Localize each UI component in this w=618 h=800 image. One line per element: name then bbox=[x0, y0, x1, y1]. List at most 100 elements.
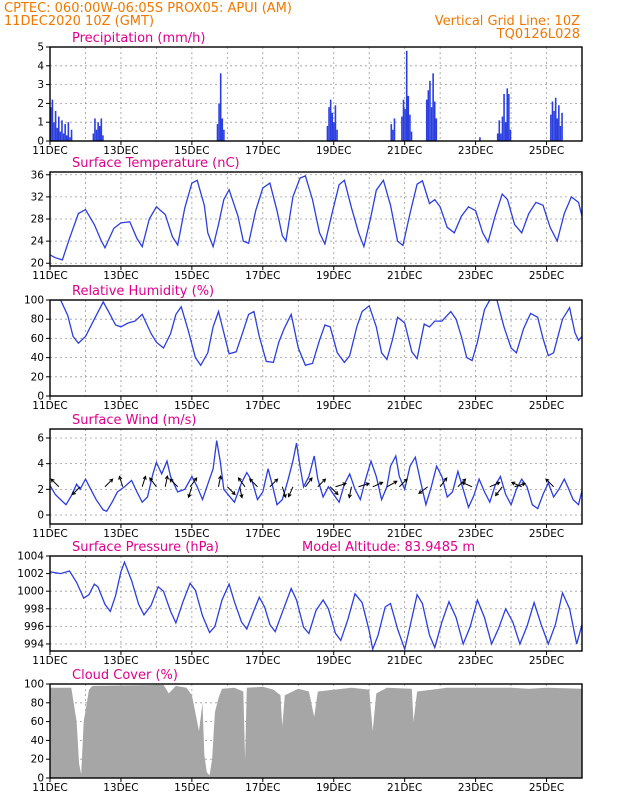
wind-vector bbox=[494, 486, 503, 497]
precip-bar bbox=[410, 131, 413, 141]
precip-bar bbox=[223, 129, 225, 141]
y-tick-label: 40 bbox=[31, 735, 44, 747]
precip-bar bbox=[504, 122, 507, 141]
panel-3: 0 2 4 6 11DEC 13DEC 15DEC 17DEC 19DEC 21DEC 23DEC 2… bbox=[32, 413, 583, 540]
y-tick-label: 4 bbox=[37, 60, 44, 72]
x-tick-label: 19DEC bbox=[316, 145, 351, 157]
wind-vector bbox=[187, 486, 193, 499]
y-tick-label: 100 bbox=[24, 679, 44, 691]
x-tick-label: 11DEC bbox=[32, 270, 67, 282]
y-tick-label: 80 bbox=[31, 697, 44, 709]
wind-vector bbox=[249, 478, 258, 488]
precip-bar bbox=[219, 73, 222, 141]
x-tick-label: 11DEC bbox=[32, 655, 67, 667]
wind-vector bbox=[281, 486, 287, 499]
x-tick-label: 23DEC bbox=[458, 655, 493, 667]
wind-vector bbox=[418, 486, 429, 494]
y-tick-label: 80 bbox=[31, 314, 44, 326]
precip-bar bbox=[430, 107, 433, 141]
plot-frame bbox=[49, 683, 583, 779]
header-grid-line-note: Vertical Grid Line: 10Z bbox=[435, 14, 580, 29]
header-station: CPTEC: 060:00W-06:05S PROX05: APUI (AM) bbox=[4, 1, 292, 16]
precip-bar bbox=[50, 107, 52, 141]
wind-vector bbox=[514, 482, 527, 488]
panel-title: Surface Temperature (nC) bbox=[72, 156, 240, 171]
x-tick-label: 19DEC bbox=[316, 400, 351, 412]
x-tick-label: 17DEC bbox=[245, 782, 280, 794]
wind-vector bbox=[358, 482, 371, 488]
precip-bar bbox=[404, 109, 406, 141]
x-tick-label: 11DEC bbox=[32, 145, 67, 157]
precip-bar bbox=[401, 116, 403, 141]
x-tick-label: 17DEC bbox=[245, 400, 280, 412]
x-tick-label: 15DEC bbox=[174, 400, 209, 412]
header-init-time: 11DEC2020 10Z (GMT) bbox=[4, 14, 154, 29]
precip-bar bbox=[67, 122, 70, 141]
precip-bar bbox=[559, 125, 562, 141]
panel-4: 994 996 998 1000 1002 1004 11DEC 13DEC 15DEC 17DE… bbox=[17, 540, 583, 667]
x-tick-label: 25DEC bbox=[529, 270, 564, 282]
precip-bar bbox=[100, 118, 103, 141]
x-tick-label: 21DEC bbox=[387, 655, 422, 667]
y-tick-label: 2 bbox=[37, 98, 44, 110]
precip-bar bbox=[61, 120, 63, 141]
precip-bar bbox=[62, 133, 65, 141]
y-tick-label: 20 bbox=[31, 371, 44, 383]
wind-vector bbox=[329, 486, 339, 496]
precip-bar bbox=[405, 50, 408, 142]
x-tick-label: 25DEC bbox=[529, 782, 564, 794]
plot-frame bbox=[49, 299, 583, 397]
precip-bar bbox=[498, 120, 501, 141]
precip-bar bbox=[97, 122, 99, 141]
x-tick-label: 21DEC bbox=[387, 270, 422, 282]
y-tick-label: 6 bbox=[37, 432, 44, 444]
precip-bar bbox=[98, 125, 101, 141]
wind-vector bbox=[71, 486, 81, 496]
x-tick-label: 13DEC bbox=[103, 782, 138, 794]
precip-bar bbox=[407, 95, 410, 141]
wind-vector bbox=[118, 475, 124, 487]
precip-bar bbox=[94, 118, 96, 141]
precip-bar bbox=[392, 129, 394, 141]
y-tick-label: 2 bbox=[37, 484, 44, 496]
panel-title: Relative Humidity (%) bbox=[72, 284, 214, 299]
x-tick-label: 25DEC bbox=[529, 655, 564, 667]
y-tick-label: 1000 bbox=[17, 586, 44, 598]
precip-bar bbox=[53, 122, 55, 141]
precip-bar bbox=[496, 133, 499, 141]
wind-vector bbox=[489, 481, 501, 488]
wind-vector bbox=[335, 482, 347, 488]
precip-bar bbox=[216, 124, 219, 141]
plot-frame bbox=[49, 428, 583, 525]
y-tick-label: 28 bbox=[31, 214, 44, 226]
y-tick-label: 996 bbox=[24, 621, 44, 633]
precip-bar bbox=[556, 118, 559, 141]
precip-bar bbox=[51, 99, 54, 141]
panel-title: Surface Pressure (hPa) bbox=[72, 540, 219, 555]
precip-bar bbox=[393, 118, 396, 141]
wind-vector bbox=[237, 477, 246, 488]
precip-bar bbox=[102, 135, 104, 141]
precip-bar bbox=[333, 122, 335, 141]
precip-bar bbox=[429, 80, 431, 141]
wind-vector bbox=[217, 474, 223, 487]
wind-vector bbox=[149, 477, 157, 488]
series-line bbox=[50, 175, 582, 261]
x-tick-label: 17DEC bbox=[245, 655, 280, 667]
precip-bar bbox=[70, 129, 73, 141]
precip-bar bbox=[326, 125, 329, 141]
y-tick-label: 32 bbox=[31, 191, 44, 203]
precip-bar bbox=[558, 105, 560, 141]
x-tick-label: 13DEC bbox=[103, 145, 138, 157]
precip-bar bbox=[553, 110, 555, 141]
precip-bar bbox=[218, 103, 220, 141]
wind-vector bbox=[317, 478, 327, 488]
wind-vector bbox=[269, 478, 279, 488]
model-altitude-label: Model Altitude: 83.9485 m bbox=[302, 540, 475, 555]
y-tick-label: 40 bbox=[31, 352, 44, 364]
series-line bbox=[50, 560, 582, 651]
precip-bar bbox=[390, 124, 393, 141]
x-tick-label: 15DEC bbox=[174, 145, 209, 157]
plot-frame bbox=[49, 555, 583, 652]
y-tick-label: 1002 bbox=[17, 568, 44, 580]
